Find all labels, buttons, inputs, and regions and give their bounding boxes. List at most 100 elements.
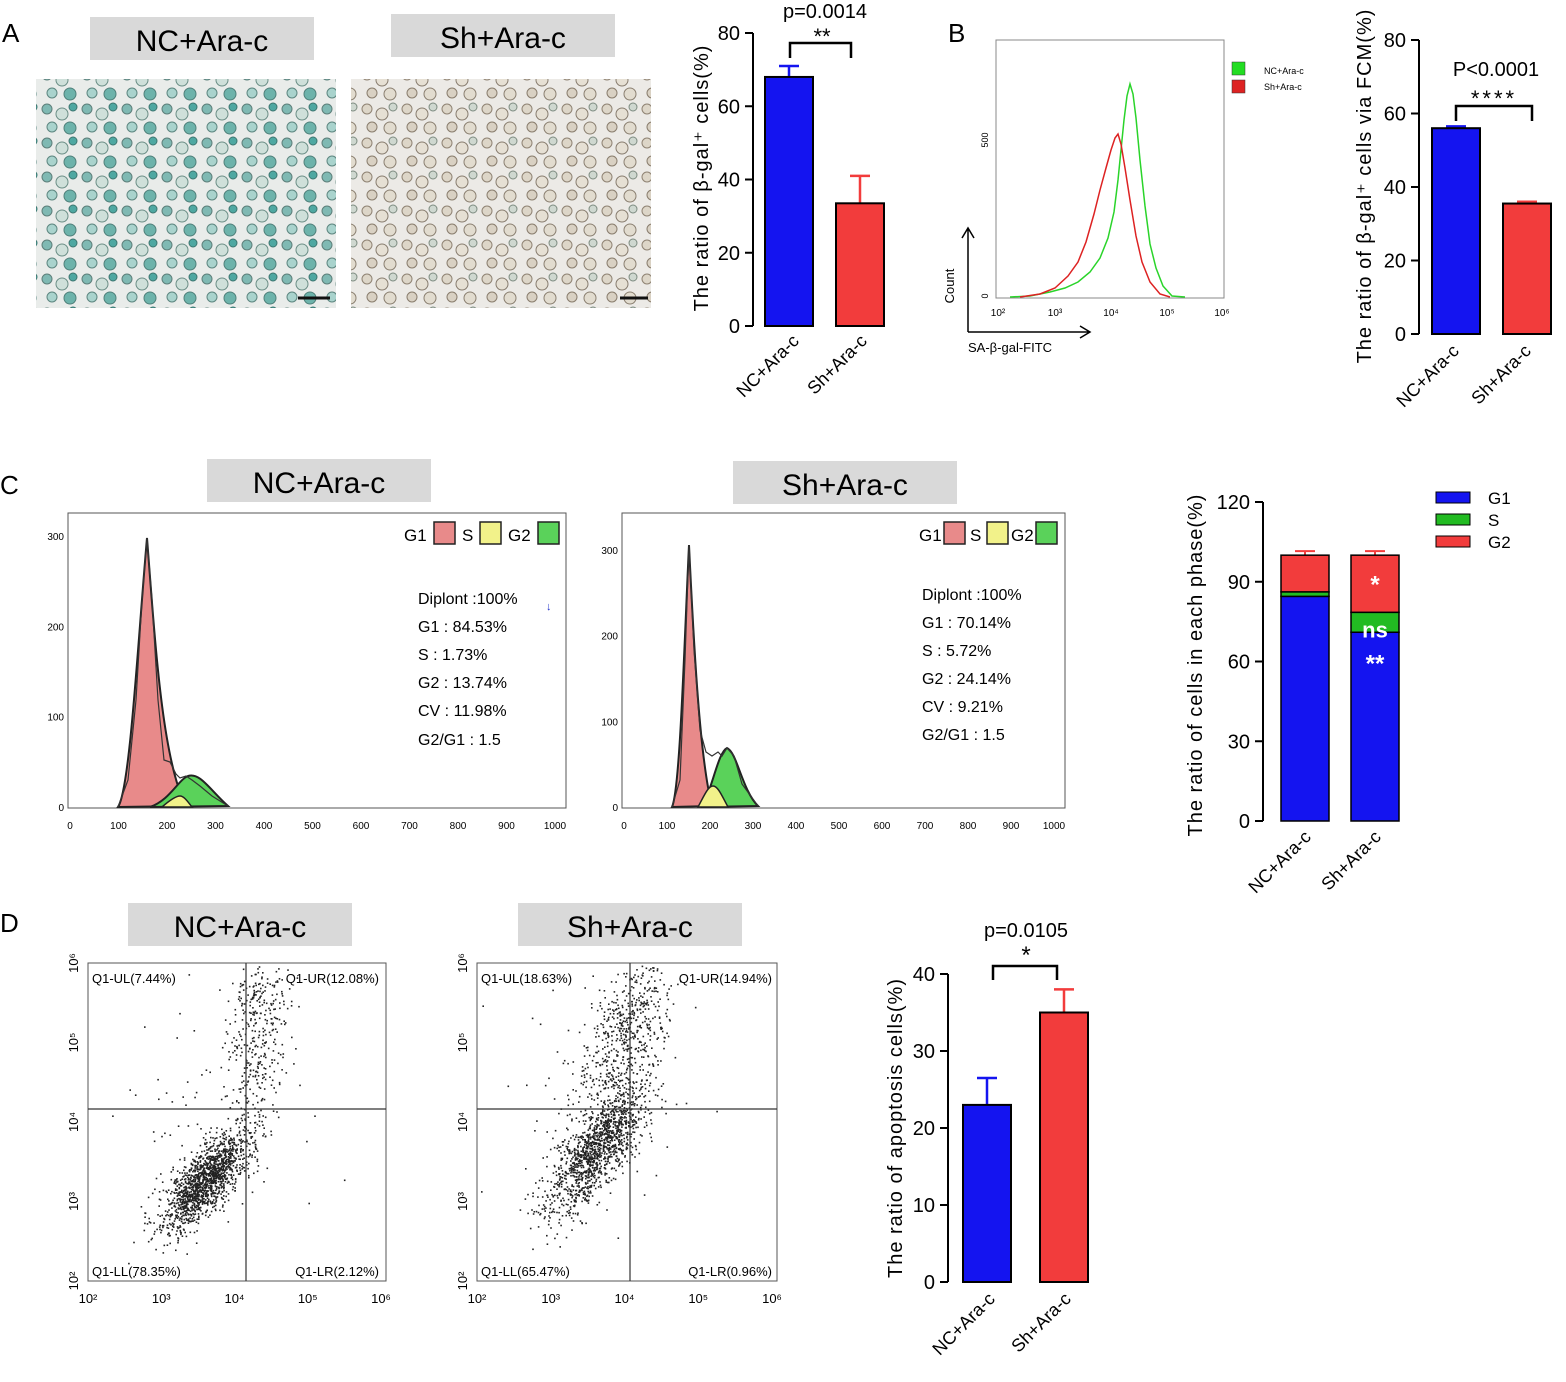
dotsNC-dot <box>216 1127 218 1129</box>
dotsNC-dot <box>211 1185 213 1187</box>
dotsSH-dot <box>631 1013 634 1015</box>
dotsSH-dot <box>638 1041 641 1044</box>
dotsNC-dot <box>173 1180 176 1183</box>
dotsSH-dot <box>601 1007 603 1010</box>
chart-b-legend-sh: Sh+Ara-c <box>1264 82 1302 92</box>
dotsNC-dot <box>177 1241 179 1244</box>
dotsSH-dot <box>667 1035 670 1038</box>
dotsSH-dot <box>660 1060 662 1062</box>
dotsSH-dot <box>621 1043 623 1046</box>
dotsNC-dot <box>198 1181 201 1183</box>
dotsNC-dot <box>191 1183 194 1185</box>
dotsNC-dot <box>193 1159 196 1162</box>
dotsSH-dot <box>605 1146 607 1148</box>
dotsNC-dot <box>240 1088 242 1090</box>
dotsNC-dot <box>194 1199 196 1202</box>
dotsSH-dot <box>648 988 650 991</box>
dotsSH-dot <box>627 1065 630 1067</box>
dotsSH-dot <box>605 1114 607 1117</box>
dotsSH-dot <box>650 968 652 970</box>
dotsSH-dot <box>593 1172 595 1175</box>
dotsSH-dot <box>654 1005 657 1008</box>
dotsSH-dot <box>644 1087 647 1090</box>
dotsNC-dot <box>181 1144 183 1147</box>
dotsNC-dot <box>185 1210 188 1212</box>
dotsNC-dot <box>207 1168 209 1170</box>
dotsNC-dot <box>241 984 243 987</box>
dotsNC-dot <box>227 1180 230 1183</box>
dotsNC-dot <box>254 1139 257 1142</box>
dotsSH-dot <box>653 987 656 990</box>
dotsSH-dot <box>610 1179 613 1182</box>
dotsNC-dot <box>190 1167 193 1169</box>
dotsNC-dot <box>208 1147 210 1150</box>
dotsNC-dot <box>214 1161 216 1163</box>
dotsNC-dot <box>253 1141 256 1144</box>
dotsSH-dot <box>590 1154 592 1156</box>
dotsNC-dot <box>207 1185 209 1187</box>
dotsSH-dot <box>587 1176 589 1179</box>
dotsNC-dot <box>205 1132 207 1135</box>
dotsNC-dot <box>238 1158 240 1160</box>
dotsSH-dot <box>641 1093 643 1095</box>
dotsSH-dot <box>589 1150 591 1153</box>
dotsNC-dot <box>183 1205 186 1208</box>
dotsSH-dot <box>614 1117 616 1119</box>
dotsSH-dot <box>587 1180 589 1182</box>
dotsSH-dot <box>628 1038 630 1041</box>
dotsNC-dot <box>208 1168 211 1171</box>
dotsNC-dot <box>191 1209 193 1212</box>
dotsNC-dot <box>247 1023 250 1026</box>
dotsSH-dot <box>557 1166 560 1169</box>
dotsSH-dot <box>633 976 635 979</box>
dotsNC-dot <box>229 1023 231 1025</box>
dotsSH-dot <box>590 1118 592 1120</box>
dotsSH-dot <box>637 1110 640 1113</box>
dotsSH-dot <box>587 1153 589 1155</box>
dotsNC-dot <box>194 1170 196 1173</box>
dotsSH-dot <box>613 1087 615 1090</box>
dotsSH-dot <box>574 1158 577 1160</box>
dotsNC-dot <box>202 1166 204 1168</box>
dotsNC-dot <box>218 1150 221 1152</box>
dotsSH-dot <box>645 1074 648 1076</box>
dotsSH-dot <box>595 1065 597 1068</box>
dotsNC-dot <box>193 1219 196 1222</box>
dotsNC-dot <box>272 1000 275 1002</box>
dotsSH-dot <box>594 1142 596 1144</box>
dotsNC-dot <box>203 1162 205 1165</box>
dotsSH-dot <box>606 1153 608 1155</box>
dotsSH-dot <box>644 1015 646 1018</box>
dotsNC-dot <box>197 1187 200 1190</box>
cNcTicks-ytick-0: 0 <box>58 803 64 814</box>
dotsNC-dot <box>194 1096 196 1099</box>
dotsSH-dot <box>613 1048 615 1050</box>
dotsNC-dot <box>150 1238 153 1241</box>
dotsSH-dot <box>603 1110 606 1112</box>
dotsSH-dot <box>604 1156 606 1158</box>
dotsSH-dot <box>600 1112 602 1115</box>
dotsNC-dot <box>239 1158 241 1161</box>
dotsNC-dot <box>263 1133 265 1135</box>
dotsSH-dot <box>656 969 659 972</box>
dotsSH-dot <box>624 999 626 1002</box>
dotsSH-dot <box>660 1085 663 1087</box>
dotsSH-dot <box>580 1154 583 1156</box>
dotsSH-dot <box>588 1142 590 1145</box>
dotsSH-dot <box>612 1069 614 1071</box>
dotsNC-dot <box>250 1063 252 1065</box>
dotsNC-dot <box>206 1209 208 1212</box>
dotsNC-dot <box>237 1173 240 1175</box>
dotsNC-dot <box>209 1200 212 1202</box>
dotsNC-dot <box>271 1079 274 1082</box>
dotsNC-dot <box>184 1212 187 1215</box>
dotsNC-dot <box>198 1168 200 1170</box>
dotsNC-dot <box>252 1040 254 1042</box>
dotsSH-dot <box>641 1056 643 1058</box>
dotsSH-dot <box>639 1026 641 1028</box>
dotsNC-dot <box>187 1219 190 1221</box>
cNcTicks-xtick-800: 800 <box>450 821 467 832</box>
dotsSH-dot <box>615 1110 618 1113</box>
dotsNC-dot <box>215 1161 217 1163</box>
dotsSH-dot <box>640 1118 642 1120</box>
